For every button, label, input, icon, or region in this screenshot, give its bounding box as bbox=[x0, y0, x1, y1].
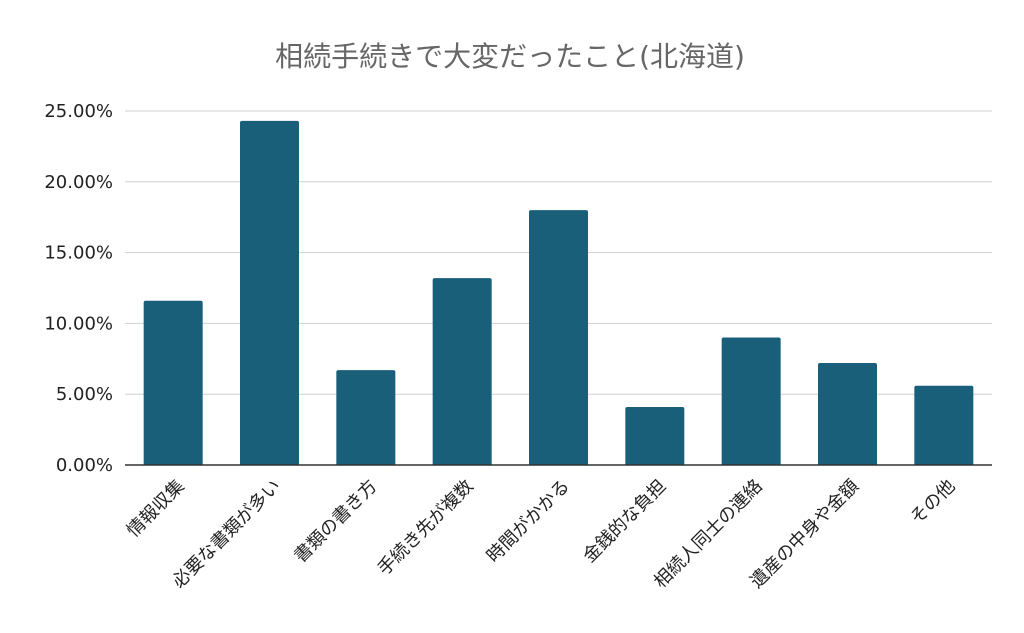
y-tick-label: 10.00% bbox=[44, 313, 113, 334]
y-tick-label: 20.00% bbox=[44, 172, 113, 193]
y-tick-label: 0.00% bbox=[56, 455, 113, 476]
bar bbox=[240, 120, 299, 466]
x-tick-label: 書類の書き方 bbox=[290, 476, 381, 567]
y-tick-label: 5.00% bbox=[56, 384, 113, 405]
bar bbox=[529, 210, 588, 465]
x-tick-label: 手続き先が複数 bbox=[374, 476, 478, 580]
bar bbox=[432, 278, 492, 465]
x-tick-label: 情報収集 bbox=[123, 476, 189, 542]
y-tick-label: 15.00% bbox=[44, 243, 113, 264]
bar bbox=[914, 385, 974, 465]
y-axis-ticks: 0.00% 5.00% 10.00% 15.00% 20.00% 25.00% bbox=[44, 101, 113, 476]
bar bbox=[818, 363, 877, 465]
x-tick-label: 金銭的な負担 bbox=[579, 476, 670, 567]
bar bbox=[336, 370, 396, 465]
bars bbox=[143, 120, 974, 466]
bar bbox=[721, 337, 781, 465]
y-tick-label: 25.00% bbox=[44, 101, 113, 122]
x-tick-label: 時間がかかる bbox=[483, 476, 574, 567]
bar bbox=[625, 406, 685, 465]
x-tick-label: その他 bbox=[906, 476, 959, 529]
bar bbox=[143, 300, 203, 465]
chart-title: 相続手続きで大変だったこと(北海道) bbox=[275, 40, 745, 73]
